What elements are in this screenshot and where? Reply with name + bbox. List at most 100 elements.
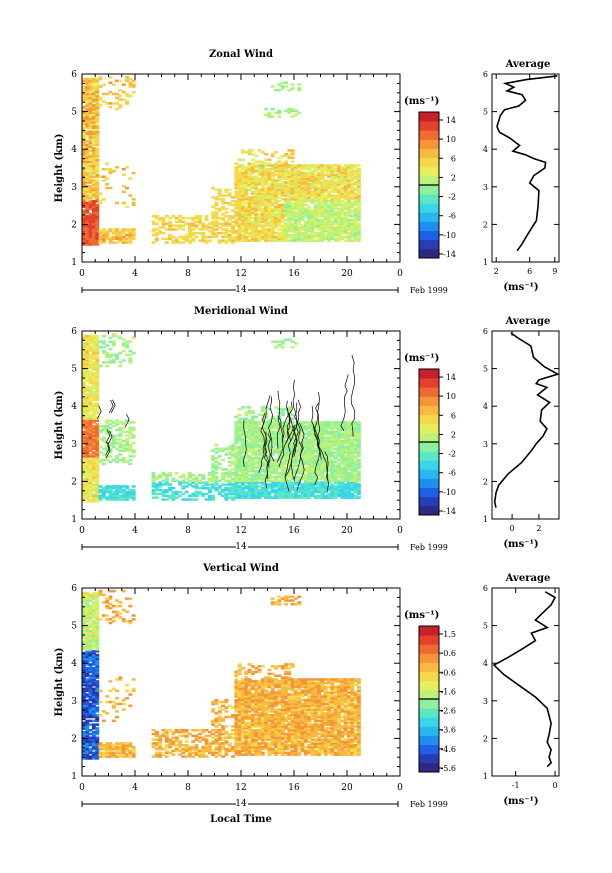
field-cell [260,175,265,178]
field-cell [284,408,289,411]
field-cell [85,166,90,169]
average-y-tick-label: 1 [483,515,488,524]
field-cell [88,744,93,747]
field-cell [227,453,232,456]
field-cell [241,207,245,210]
field-cell [313,218,318,222]
field-cell [310,237,315,241]
field-cell [82,209,86,212]
field-cell [91,126,96,130]
field-cell [241,171,245,175]
field-cell [327,426,332,430]
field-cell [82,640,86,644]
field-cell [280,216,285,220]
field-cell [221,490,226,494]
field-cell [290,233,295,237]
field-cell [98,75,103,79]
field-cell [260,477,265,481]
field-cell [217,239,222,242]
field-cell [181,473,186,477]
field-cell [207,230,212,233]
field-cell [274,218,279,222]
field-cell [257,475,262,479]
field-cell [224,475,229,479]
field-cell [280,408,285,411]
field-cell [82,734,86,738]
field-cell [280,224,285,227]
field-cell [287,111,292,115]
field-cell [330,455,335,458]
field-cell [350,233,355,237]
field-cell [82,230,86,233]
field-cell [350,190,355,194]
field-cell [95,186,100,190]
field-cell [85,447,90,451]
field-cell [161,473,166,477]
field-cell [91,154,96,158]
field-cell [340,468,345,471]
field-cell [82,740,86,743]
field-cell [260,215,265,218]
field-cell [260,177,265,180]
field-cell [95,164,100,167]
field-cell [108,490,113,494]
field-cell [280,213,285,216]
field-cell [343,441,348,445]
field-cell [343,205,348,209]
field-cell [280,410,285,413]
field-cell [317,421,322,424]
y-tick-label: 3 [71,440,77,450]
field-cell [307,483,312,486]
field-cell [284,436,289,439]
field-cell [121,458,126,462]
field-cell [340,477,345,481]
field-cell [333,203,338,207]
field-cell [347,213,351,216]
field-cell [237,173,242,177]
field-cell [237,237,242,241]
field-cell [82,492,86,496]
field-cell [82,183,86,186]
field-cell [250,496,255,499]
field-cell [257,449,262,452]
field-cell [323,436,328,439]
field-cell [91,351,96,355]
field-cell [95,139,100,143]
field-cell [88,385,93,388]
field-cell [303,184,308,188]
field-cell [91,160,96,163]
field-cell [95,115,100,118]
field-cell [88,136,93,139]
field-cell [290,209,295,212]
field-cell [91,143,96,147]
field-cell [217,492,222,496]
field-cell [337,209,342,212]
field-cell [91,175,96,178]
field-cell [350,453,355,456]
field-cell [95,355,100,358]
field-cell [250,449,255,452]
field-cell [237,413,242,417]
field-cell [297,164,302,167]
field-cell [307,213,312,216]
field-cell [115,487,120,490]
field-cell [333,487,338,490]
field-cell [237,200,242,203]
field-cell [320,426,325,430]
field-cell [260,220,265,224]
field-cell [267,447,272,451]
field-cell [111,344,116,347]
field-cell [82,487,86,490]
field-cell [82,657,86,661]
field-cell [274,430,279,434]
field-cell [91,417,96,420]
field-cell [197,231,202,235]
field-cell [237,231,242,235]
field-cell [82,158,86,162]
field-cell [343,428,348,432]
field-cell [115,228,120,231]
field-cell [244,198,249,201]
field-cell [85,670,90,674]
field-cell [91,196,96,199]
field-cell [323,451,328,454]
